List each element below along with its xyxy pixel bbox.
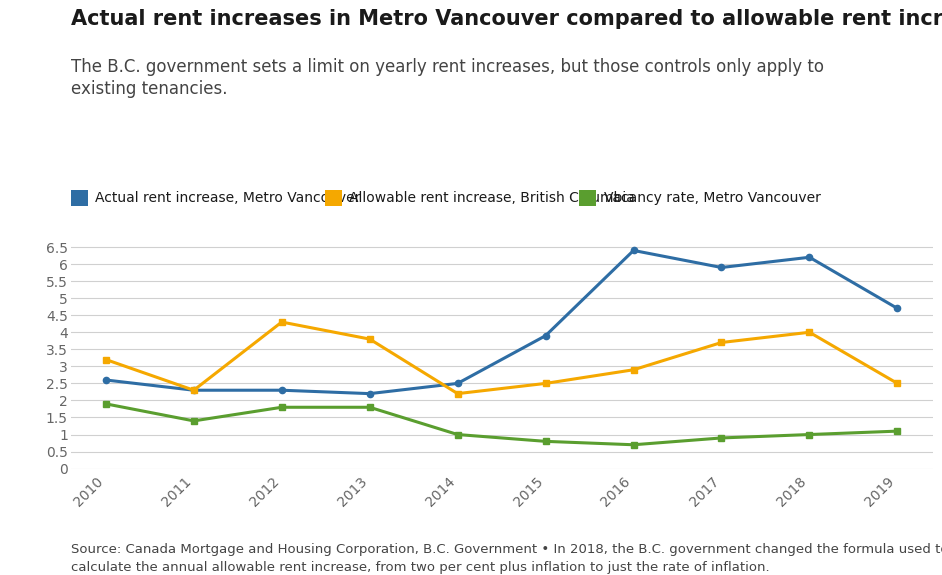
Text: Allowable rent increase, British Columbia: Allowable rent increase, British Columbi… [349, 191, 635, 205]
Text: Actual rent increases in Metro Vancouver compared to allowable rent increase: Actual rent increases in Metro Vancouver… [71, 9, 942, 29]
Text: Vacancy rate, Metro Vancouver: Vacancy rate, Metro Vancouver [604, 191, 820, 205]
Text: The B.C. government sets a limit on yearly rent increases, but those controls on: The B.C. government sets a limit on year… [71, 58, 823, 98]
Text: Actual rent increase, Metro Vancouver: Actual rent increase, Metro Vancouver [95, 191, 361, 205]
Text: Source: Canada Mortgage and Housing Corporation, B.C. Government • In 2018, the : Source: Canada Mortgage and Housing Corp… [71, 543, 942, 574]
